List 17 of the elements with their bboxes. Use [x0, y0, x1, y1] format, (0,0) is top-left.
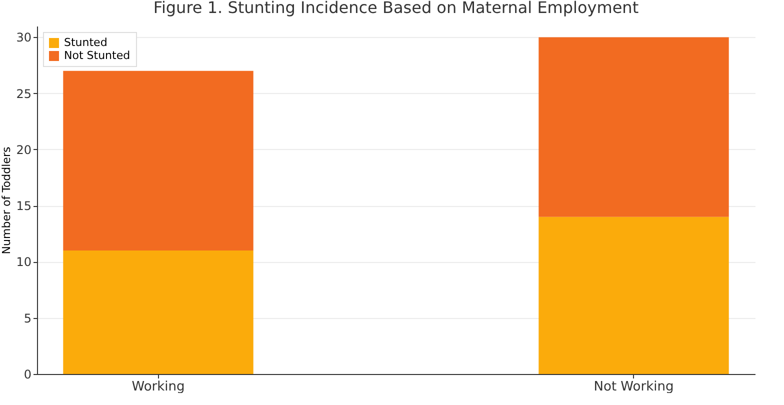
- legend-label: Not Stunted: [64, 49, 130, 62]
- bar: [63, 250, 254, 374]
- y-tick-label: 20: [16, 142, 32, 157]
- y-tick-label: 10: [16, 255, 32, 270]
- y-tick-label: 0: [24, 368, 32, 382]
- bar: [538, 37, 729, 217]
- x-tick-label: Not Working: [594, 380, 674, 394]
- chart-title: Figure 1. Stunting Incidence Based on Maternal Employment: [153, 0, 639, 17]
- legend-label: Stunted: [64, 36, 108, 49]
- x-tick-label: Working: [132, 380, 185, 394]
- bar: [63, 70, 254, 251]
- y-tick-label: 25: [16, 86, 32, 101]
- y-axis-title: Number of Toddlers: [0, 146, 14, 254]
- y-tick-label: 15: [16, 199, 32, 214]
- y-tick-label: 30: [16, 30, 32, 45]
- bar: [538, 216, 729, 374]
- y-tick-label: 5: [24, 311, 32, 326]
